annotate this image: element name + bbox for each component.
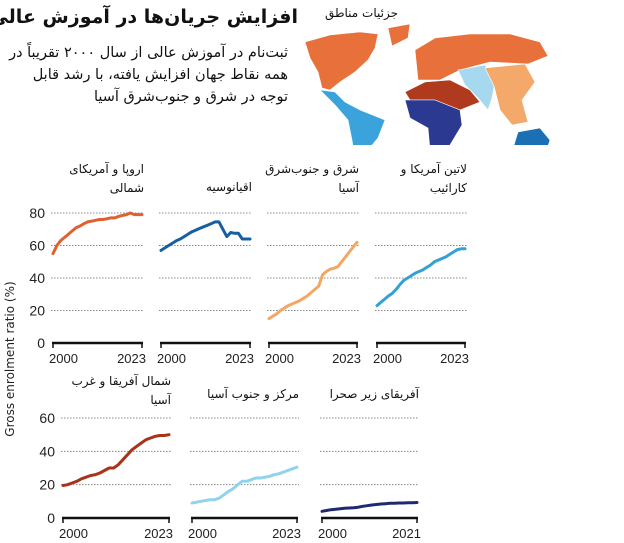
map-latin-america	[319, 89, 386, 145]
x-tick-label-start: 2000	[157, 351, 186, 366]
x-tick-label-end: 2023	[225, 351, 254, 366]
x-tick-label-start: 2000	[373, 351, 402, 366]
page-title: افزایش جریان‌ها در آموزش عالی	[0, 6, 298, 28]
panel-title: اقیانوسیه	[206, 180, 252, 194]
panel-title: لاتین آمریکا و کارائیب	[400, 162, 467, 195]
panel-1: 2000 2023	[157, 212, 254, 366]
series-line	[320, 501, 419, 513]
x-tick-label-start: 2000	[49, 351, 78, 366]
panel-6: 2000 2021	[318, 417, 421, 541]
series-line	[61, 433, 171, 487]
y-tick-label: 40	[29, 270, 45, 286]
y-tick-label: 0	[47, 510, 55, 526]
y-tick-label: 60	[29, 238, 45, 254]
y-tick-label: 20	[29, 303, 45, 319]
x-tick-label-end: 2023	[272, 526, 301, 541]
map-oceania	[513, 127, 551, 145]
y-axis-label: Gross enrolment ratio (%)	[3, 281, 17, 437]
y-tick-label: 40	[39, 443, 55, 459]
x-tick-label-start: 2000	[59, 526, 88, 541]
panel-title: اروپا و آمریکای شمالی	[69, 162, 144, 195]
map-greenland	[387, 23, 411, 47]
map-north-america	[304, 31, 379, 91]
panel-title: شرق و جنوب‌شرق آسیا	[265, 162, 359, 195]
x-tick-label-end: 2023	[144, 526, 173, 541]
map-label: جزئیات مناطق	[324, 6, 398, 20]
x-tick-label-start: 2000	[265, 351, 294, 366]
map-europe-russia	[414, 33, 549, 81]
panel-5: 2000 2023	[188, 417, 301, 541]
panel-3: 2000 2023	[373, 212, 469, 366]
x-tick-label-end: 2023	[332, 351, 361, 366]
panel-4: 0 20 40 60 2000 2023	[39, 410, 173, 541]
x-tick-label-start: 2000	[188, 526, 217, 541]
y-tick-label: 60	[39, 410, 55, 426]
subtitle: ثبت‌نام در آموزش عالی از سال ۲۰۰۰ تقریبا…	[9, 45, 288, 105]
series-line	[375, 247, 467, 308]
map-east-asia	[484, 63, 536, 126]
x-tick-label-end: 2023	[117, 351, 146, 366]
series-line	[159, 220, 252, 252]
x-tick-label-end: 2023	[440, 351, 469, 366]
series-line	[190, 465, 299, 505]
series-line	[267, 240, 359, 321]
x-tick-label-start: 2000	[318, 526, 347, 541]
x-tick-label-end: 2021	[392, 526, 421, 541]
y-tick-label: 80	[29, 205, 45, 221]
y-tick-label: 0	[37, 335, 45, 351]
panel-title: مرکز و جنوب آسیا	[207, 387, 299, 401]
panel-title: شمال آفریقا و غرب آسیا	[71, 374, 171, 407]
y-tick-label: 20	[39, 477, 55, 493]
map-sub-saharan-africa	[404, 99, 463, 145]
panel-2: 2000 2023	[265, 212, 361, 366]
region-map	[304, 23, 551, 145]
series-line	[51, 211, 144, 256]
panel-title: آفریقای زیر صحرا	[329, 387, 419, 401]
panel-0: 0 20 40 60 80 2000 2023	[29, 205, 146, 366]
